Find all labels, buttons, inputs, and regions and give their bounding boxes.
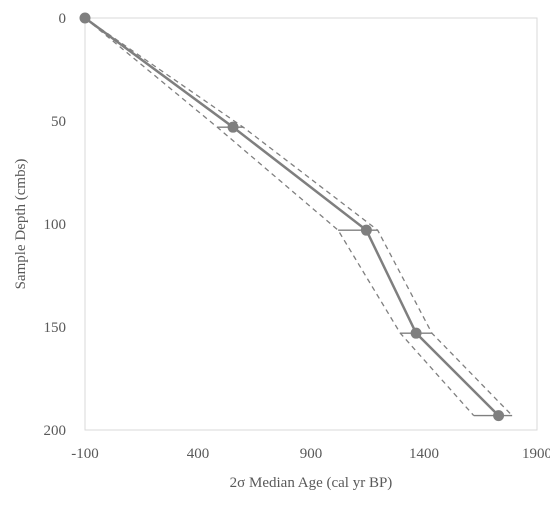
plot-frame (84, 17, 538, 431)
envelope-line (84, 17, 513, 417)
y-tick-label: 100 (44, 217, 67, 233)
x-tick-label: 400 (187, 446, 210, 462)
x-tick-label: 1900 (522, 446, 550, 462)
point (360, 224, 372, 236)
y-axis-label: Sample Depth (cmbs) (13, 159, 29, 290)
y-tick-label: 200 (44, 423, 67, 439)
envelope-line (84, 17, 475, 417)
y-tick-label: 150 (44, 320, 67, 336)
point (79, 12, 91, 24)
median-line (84, 16, 500, 417)
point (410, 327, 422, 339)
y-tick-label: 0 (59, 11, 67, 27)
x-tick-label: 900 (300, 446, 323, 462)
y-tick-label: 50 (51, 114, 66, 130)
x-tick-label: -100 (71, 446, 99, 462)
x-tick-label: 1400 (409, 446, 439, 462)
point (493, 410, 505, 422)
x-axis-label: 2σ Median Age (cal yr BP) (230, 475, 393, 491)
point (227, 121, 239, 133)
